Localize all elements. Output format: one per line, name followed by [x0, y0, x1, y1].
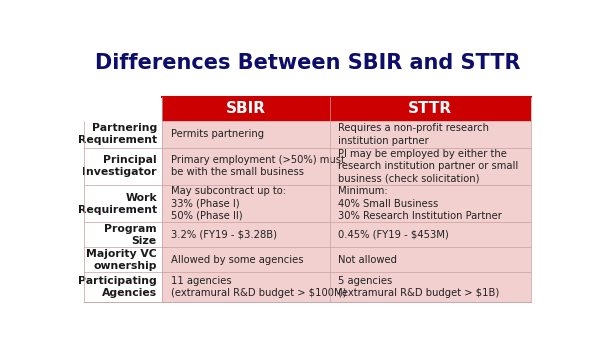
Bar — [163, 247, 330, 272]
Text: Majority VC
ownership: Majority VC ownership — [86, 249, 157, 271]
Text: Principal
Investigator: Principal Investigator — [82, 155, 157, 177]
Text: Minimum:
40% Small Business
30% Research Institution Partner: Minimum: 40% Small Business 30% Research… — [338, 186, 502, 221]
Text: Participating
Agencies: Participating Agencies — [78, 276, 157, 298]
Text: 5 agencies
(extramural R&D budget > $1B): 5 agencies (extramural R&D budget > $1B) — [338, 276, 499, 298]
Bar — [330, 185, 530, 223]
Bar — [330, 272, 530, 302]
Text: 11 agencies
(extramural R&D budget > $100M): 11 agencies (extramural R&D budget > $10… — [171, 276, 346, 298]
Bar — [163, 97, 330, 121]
Text: Permits partnering: Permits partnering — [171, 129, 264, 139]
Text: Allowed by some agencies: Allowed by some agencies — [171, 255, 303, 265]
Text: STTR: STTR — [408, 101, 452, 117]
Text: Primary employment (>50%) must
be with the small business: Primary employment (>50%) must be with t… — [171, 155, 344, 177]
Bar — [163, 185, 330, 223]
Bar — [330, 223, 530, 247]
Text: Partnering
Requirement: Partnering Requirement — [78, 123, 157, 145]
Bar — [330, 121, 530, 148]
Bar — [163, 148, 330, 185]
Bar — [330, 247, 530, 272]
Bar — [330, 148, 530, 185]
Text: Program
Size: Program Size — [104, 224, 157, 246]
Bar — [330, 97, 530, 121]
Text: Requires a non-profit research
institution partner: Requires a non-profit research instituti… — [338, 123, 489, 146]
Text: 3.2% (FY19 - $3.28B): 3.2% (FY19 - $3.28B) — [171, 230, 277, 240]
Text: May subcontract up to:
33% (Phase I)
50% (Phase II): May subcontract up to: 33% (Phase I) 50%… — [171, 186, 286, 221]
Text: Work
Requirement: Work Requirement — [78, 193, 157, 215]
Bar — [163, 272, 330, 302]
Text: Not allowed: Not allowed — [338, 255, 397, 265]
Text: 0.45% (FY19 - $453M): 0.45% (FY19 - $453M) — [338, 230, 449, 240]
Text: SBIR: SBIR — [226, 101, 266, 117]
Text: PI may be employed by either the
research institution partner or small
business : PI may be employed by either the researc… — [338, 149, 518, 184]
Bar — [163, 121, 330, 148]
Text: Differences Between SBIR and STTR: Differences Between SBIR and STTR — [95, 53, 520, 73]
Bar — [163, 223, 330, 247]
